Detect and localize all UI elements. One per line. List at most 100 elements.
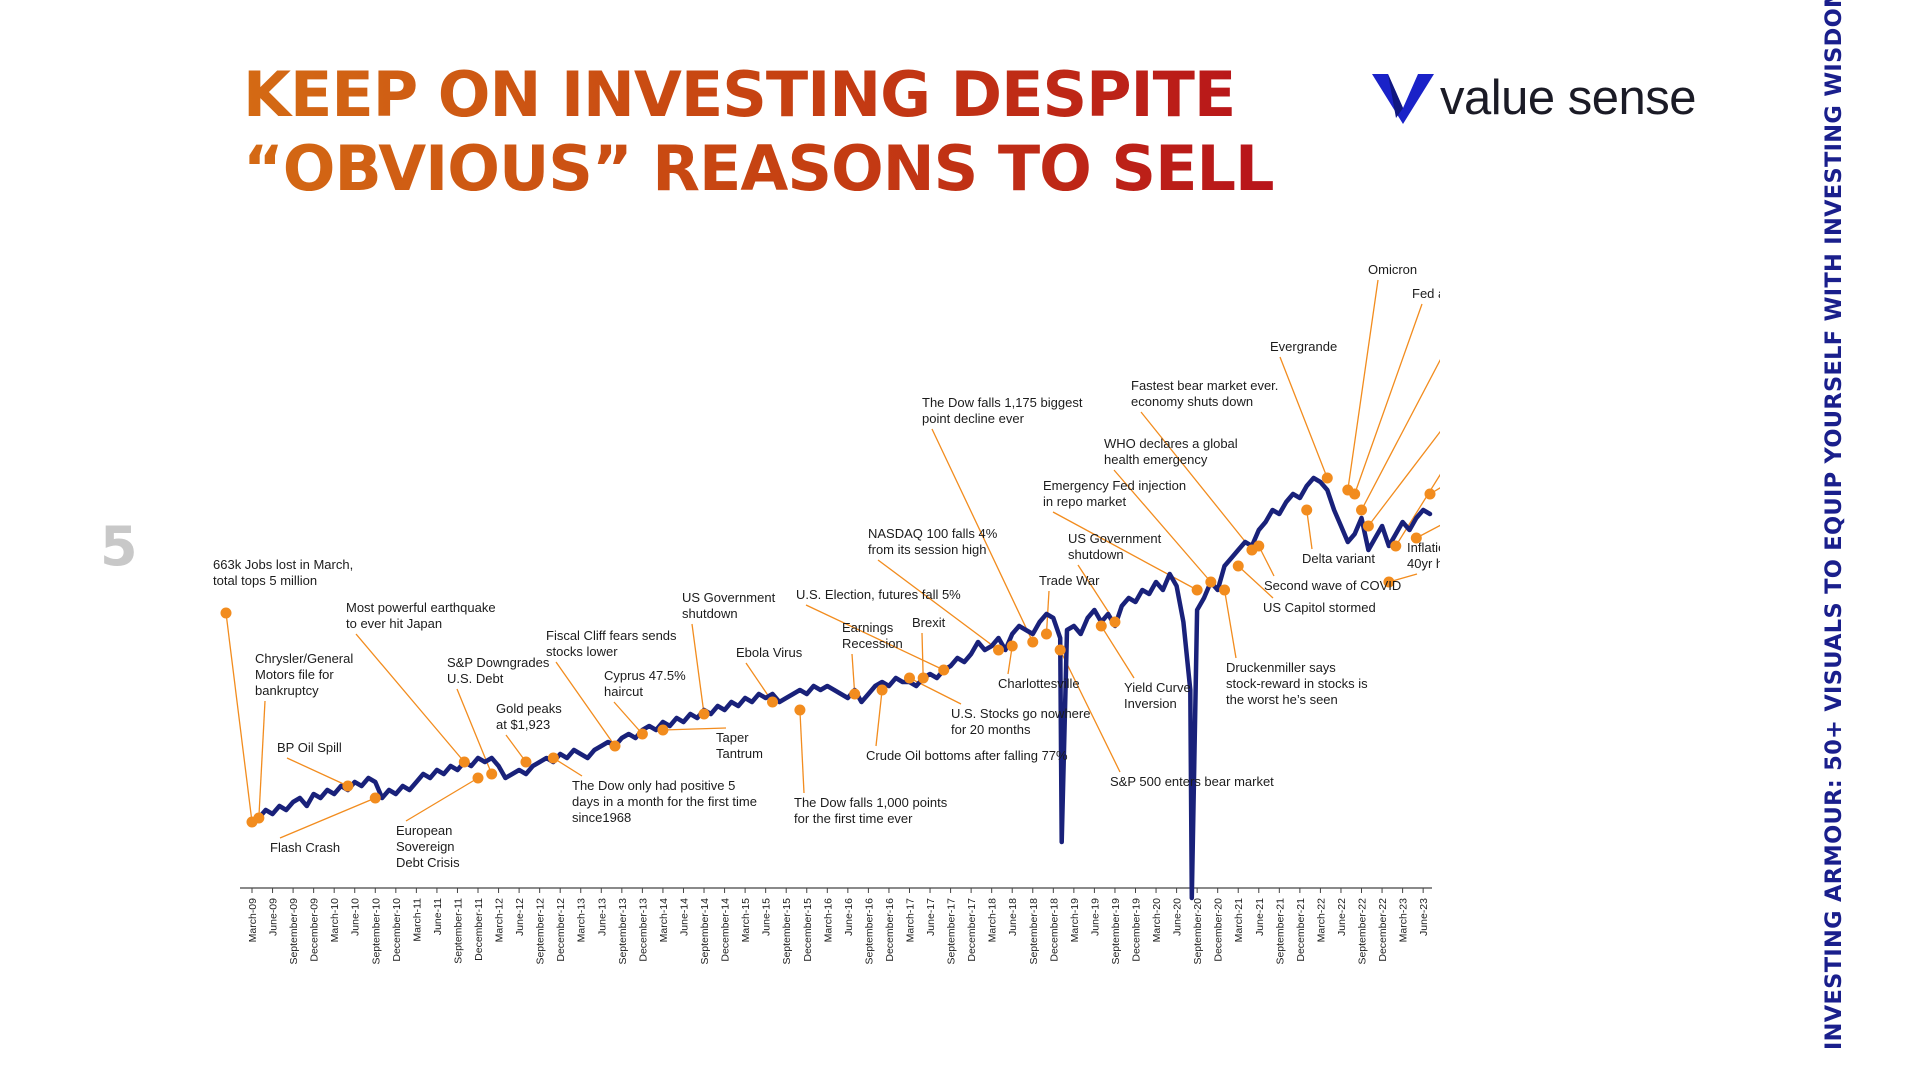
annotation-leader: [1367, 430, 1440, 527]
annotation-leader: [505, 734, 527, 763]
x-tick-label: December-13: [637, 898, 649, 962]
annotation-marker: [609, 740, 621, 752]
x-tick-label: June-19: [1089, 898, 1101, 936]
x-tick-label: September-13: [617, 898, 629, 965]
x-tick-label: March-11: [411, 898, 423, 942]
x-tick-label: December-20: [1213, 898, 1225, 962]
x-tick-label: June-13: [596, 898, 608, 936]
annotation-marker: [472, 772, 484, 784]
x-tick-label: March-20: [1151, 898, 1163, 943]
v-mark-icon: [1372, 74, 1434, 124]
annotation-labels: 663k Jobs lost in March, total tops 5 mil…: [213, 262, 1440, 870]
annotation-marker: [993, 644, 1005, 656]
x-tick-label: June-20: [1172, 898, 1184, 936]
annotation-leader: [1354, 303, 1423, 495]
annotation-label: European Sovereign Debt Crisis: [396, 823, 460, 870]
annotation-leader: [355, 633, 465, 763]
annotation-leader: [921, 632, 924, 679]
annotation-marker: [1095, 620, 1107, 632]
annotation-label: Cyprus 47.5% haircut: [604, 668, 686, 699]
x-tick-label: June-10: [350, 898, 362, 936]
annotation-label: Flash Crash: [270, 840, 340, 855]
annotation-leader: [691, 623, 705, 715]
annotation-label: Chrysler/General Motors file for bankruptc…: [255, 651, 353, 698]
annotation-marker: [767, 696, 779, 708]
annotation-label: US Government shutdown: [682, 590, 776, 621]
annotation-label: Fiscal Cliff fears sends stocks lower: [546, 628, 677, 659]
annotation-leader: [875, 689, 883, 747]
annotation-label: U.S. Stocks go nowhere for 20 months: [951, 706, 1090, 737]
annotation-label: S&P Downgrades U.S. Debt: [447, 655, 550, 686]
annotation-leader: [1223, 589, 1237, 659]
annotation-label: Druckenmiller says stock-reward in stocks…: [1226, 660, 1368, 707]
annotation-label: US Government shutdown: [1068, 531, 1162, 562]
x-tick-label: March-21: [1233, 898, 1245, 943]
x-tick-label: September-20: [1192, 898, 1204, 965]
x-tick-label: June-18: [1007, 898, 1019, 936]
annotation-marker: [1054, 644, 1066, 656]
annotation-leader: [1140, 411, 1253, 551]
annotation-label: WHO declares a global health emergency: [1104, 436, 1238, 467]
annotation-leader: [662, 727, 727, 731]
annotation-marker: [1253, 540, 1265, 552]
annotation-marker: [876, 684, 888, 696]
side-banner: INVESTING ARMOUR: 50+ VISUALS TO EQUIP Y…: [1821, 0, 1847, 1050]
annotation-marker: [342, 780, 354, 792]
annotation-leader: [1279, 356, 1328, 479]
x-tick-label: December-19: [1131, 898, 1143, 962]
annotation-label: Yield Curve Inversion: [1124, 680, 1191, 711]
x-axis: March-09 June-09 September-09 December-09 Ma…: [240, 887, 1432, 965]
annotation-marker: [1424, 488, 1436, 500]
annotation-label: Taper Tantrum: [716, 730, 763, 761]
x-tick-label: September-10: [370, 898, 382, 965]
annotation-label: Evergrande: [1270, 339, 1337, 354]
annotation-marker: [253, 812, 265, 824]
x-tick-label: March-23: [1398, 898, 1410, 943]
annotation-leader: [799, 709, 805, 794]
x-tick-label: December-21: [1295, 898, 1307, 962]
annotation-leader: [1258, 545, 1275, 577]
annotation-marker: [1109, 616, 1121, 628]
x-tick-label: June-12: [514, 898, 526, 936]
annotation-leader: [1360, 359, 1440, 511]
annotation-leader: [805, 604, 945, 671]
annotation-marker: [458, 756, 470, 768]
annotation-marker: [698, 708, 710, 720]
annotation-marker: [1040, 628, 1052, 640]
x-tick-label: June-11: [432, 898, 444, 935]
annotation-marker: [657, 724, 669, 736]
x-tick-label: December-15: [802, 898, 814, 962]
annotation-marker: [486, 768, 498, 780]
annotation-label: Omicron: [1368, 262, 1417, 277]
annotation-marker: [1219, 584, 1231, 596]
x-tick-label: December-09: [309, 898, 321, 962]
annotation-leader: [553, 757, 583, 777]
annotation-label: Delta variant: [1302, 551, 1375, 566]
annotation-leader: [555, 661, 616, 747]
x-tick-label: March-10: [329, 898, 341, 943]
x-tick-label: March-16: [822, 898, 834, 943]
annotation-label: US Capitol stormed: [1263, 600, 1376, 615]
x-tick-label: September-17: [946, 898, 958, 965]
annotation-leaders: [225, 279, 1440, 839]
annotation-leader: [1113, 469, 1212, 583]
annotation-marker: [369, 792, 381, 804]
x-tick-label: March-14: [658, 898, 670, 943]
annotation-marker: [938, 664, 950, 676]
x-tick-label: June-17: [925, 898, 937, 936]
x-tick-label: March-22: [1315, 898, 1327, 943]
annotation-marker: [220, 607, 232, 619]
annotation-marker: [547, 752, 559, 764]
brand-name: value sense: [1440, 71, 1697, 125]
x-tick-label: September-14: [699, 898, 711, 965]
series-layer: [249, 475, 1433, 901]
x-tick-label: September-09: [288, 898, 300, 965]
annotation-marker: [794, 704, 806, 716]
annotation-marker: [1006, 640, 1018, 652]
annotation-leader: [1306, 509, 1313, 550]
annotation-leader: [1347, 279, 1379, 491]
x-tick-label: December-17: [966, 898, 978, 962]
annotation-label: Ebola Virus: [736, 645, 803, 660]
x-tick-label: December-14: [720, 898, 732, 962]
annotation-label: The Dow only had positive 5 days in a mon…: [572, 778, 757, 825]
